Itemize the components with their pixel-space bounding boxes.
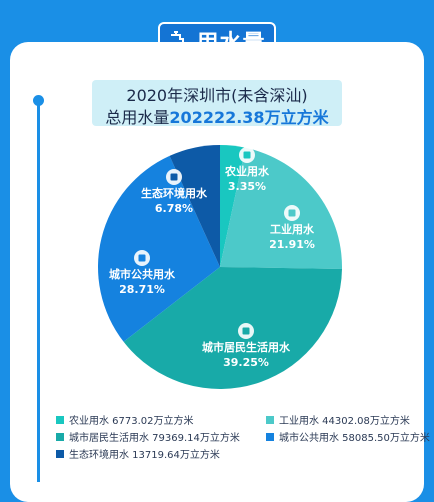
total-value: 202222.38万立方米 — [169, 108, 329, 127]
pie-slice-3 — [123, 267, 342, 389]
chart-title-line1: 2020年深圳市(未含深汕) — [126, 86, 308, 105]
legend-item-2: 工业用水 44302.08万立方米 — [266, 412, 410, 427]
timeline-dot — [33, 95, 44, 106]
legend-label: 工业用水 44302.08万立方米 — [279, 416, 410, 427]
slice-label-percent-5: 6.78% — [155, 202, 193, 215]
legend-label: 城市公共用水 58085.50万立方米 — [279, 433, 430, 444]
legend-swatch — [266, 415, 274, 424]
slice-label-percent-1: 3.35% — [228, 180, 266, 193]
total-label: 总用水量 — [105, 108, 170, 127]
slice-label-name-3: 城市居民生活用水 — [202, 340, 291, 354]
pie-chart: 农业用水 3.35% 工业用水 21.91% 城市居民生活用水 39.25% 城市公共用水 2… — [98, 145, 342, 389]
legend-label: 城市居民生活用水 79369.14万立方米 — [69, 433, 240, 444]
slice-label-name-1: 农业用水 — [224, 164, 270, 178]
sprout-icon — [239, 147, 255, 163]
slice-label-name-2: 工业用水 — [270, 222, 315, 236]
pie-slice-2 — [220, 147, 342, 269]
slice-label-percent-2: 21.91% — [269, 238, 315, 251]
pie-slice-1 — [220, 145, 246, 267]
title-box — [92, 80, 342, 126]
slice-label-name-4: 城市公共用水 — [109, 267, 176, 281]
legend-item-3: 城市居民生活用水 79369.14万立方米 — [56, 429, 240, 444]
slice-label-name-5: 生态环境用水 — [141, 186, 208, 200]
tree-icon — [166, 169, 182, 185]
legend-swatch — [266, 432, 274, 441]
leaf-icon — [134, 250, 150, 266]
chart-title-line2: 总用水量202222.38万立方米 — [92, 104, 342, 128]
legend-swatch — [56, 432, 64, 441]
legend-item-4: 城市公共用水 58085.50万立方米 — [266, 429, 430, 444]
legend-label: 农业用水 6773.02万立方米 — [69, 416, 194, 427]
pie-slice-5 — [169, 145, 220, 267]
legend-label: 生态环境用水 13719.64万立方米 — [69, 450, 220, 461]
pie-slice-4 — [98, 155, 220, 342]
legend-swatch — [56, 449, 64, 458]
legend-item-1: 农业用水 6773.02万立方米 — [56, 412, 194, 427]
timeline-line — [37, 100, 40, 482]
slice-label-percent-3: 39.25% — [223, 356, 269, 369]
legend-swatch — [56, 415, 64, 424]
legend-item-5: 生态环境用水 13719.64万立方米 — [56, 446, 220, 461]
factory-icon — [284, 205, 300, 221]
slice-label-percent-4: 28.71% — [119, 283, 165, 296]
building-icon — [238, 323, 254, 339]
